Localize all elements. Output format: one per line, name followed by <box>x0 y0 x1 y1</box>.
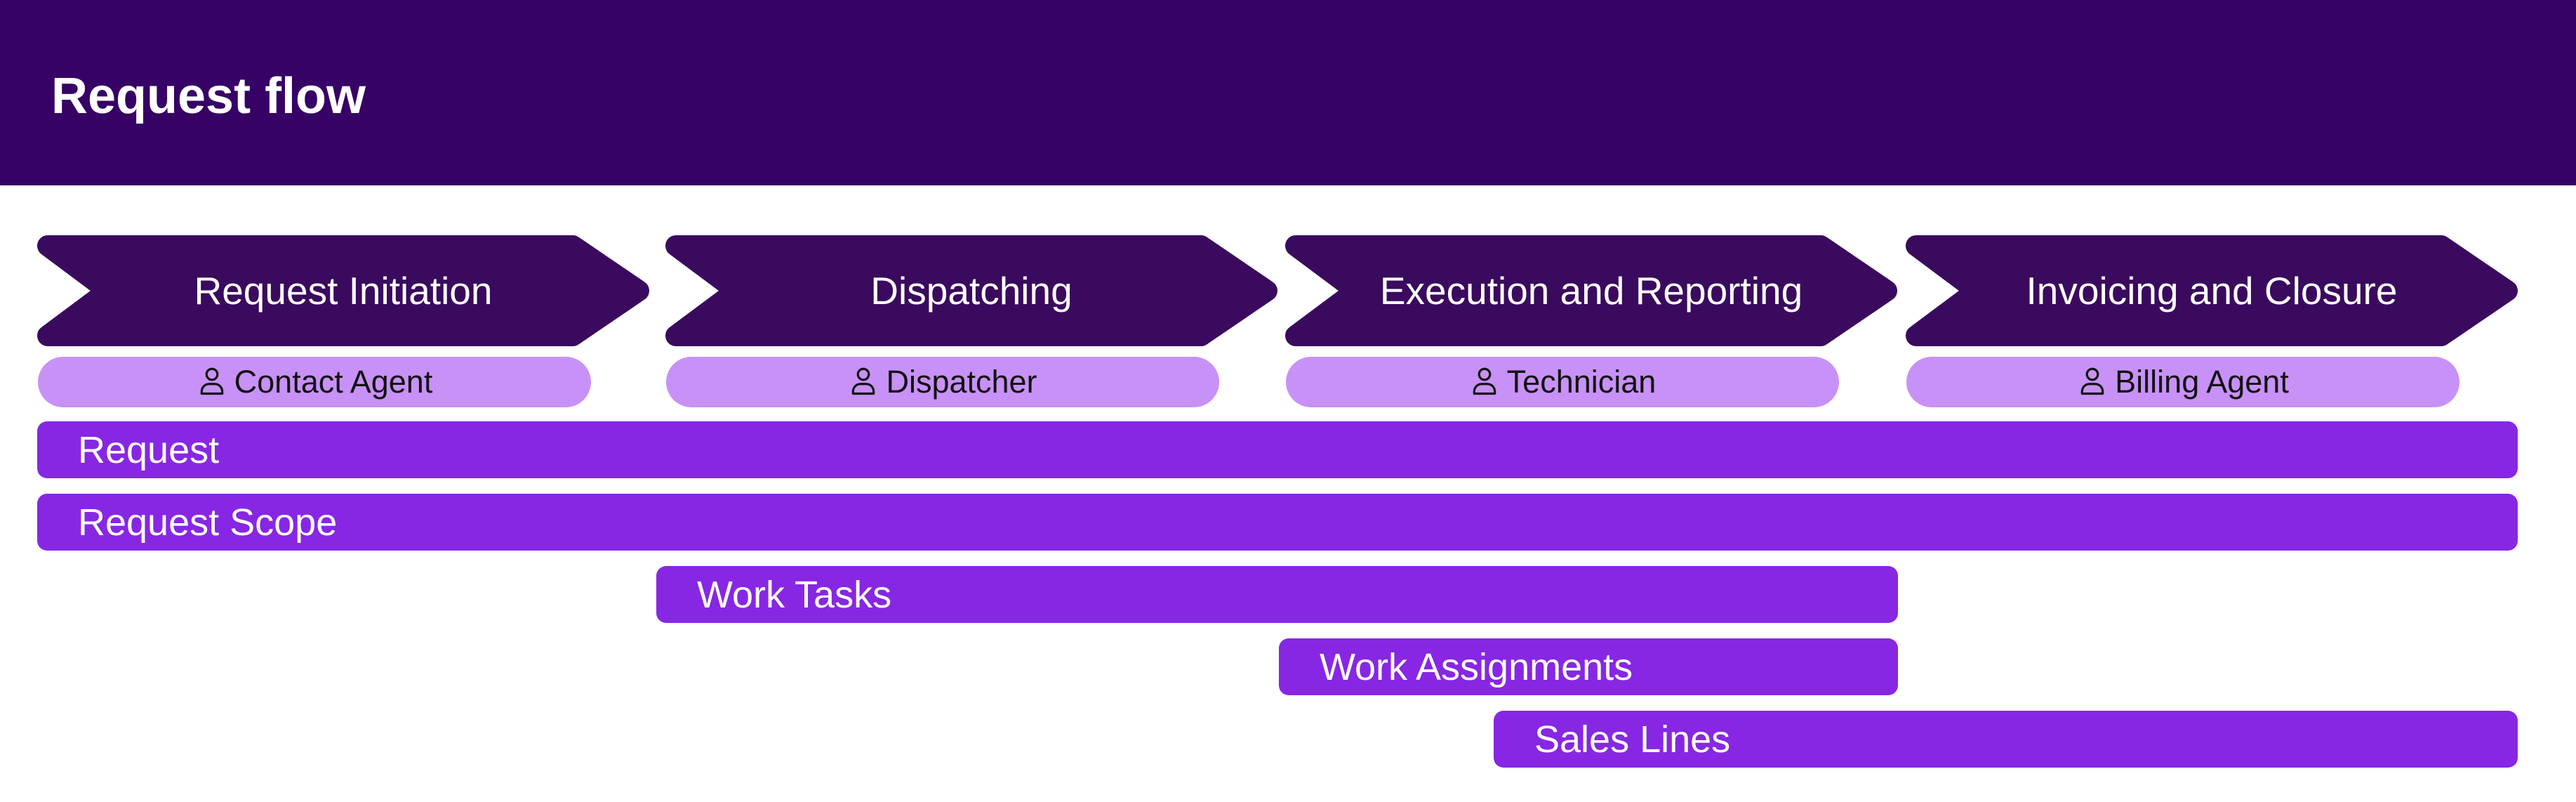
bar-request: Request <box>37 421 2518 478</box>
chevron-arrow-shape <box>1906 235 2518 346</box>
role-label: Technician <box>1506 364 1657 400</box>
role-pill-billing-agent: Billing Agent <box>1906 357 2459 407</box>
person-icon <box>200 367 223 395</box>
role-pill-dispatcher: Dispatcher <box>666 357 1219 407</box>
stage-dispatching: Dispatching <box>665 235 1277 346</box>
person-icon <box>1473 367 1496 395</box>
chevron-arrow-shape <box>665 235 1277 346</box>
bar-label: Request Scope <box>78 501 338 544</box>
stage-execution-and-reporting: Execution and Reporting <box>1285 235 1897 346</box>
stage-invoicing-and-closure: Invoicing and Closure <box>1906 235 2518 346</box>
bar-sales-lines: Sales Lines <box>1494 711 2518 768</box>
role-label: Dispatcher <box>886 364 1037 400</box>
stage-request-initiation: Request Initiation <box>37 235 649 346</box>
bar-label: Work Tasks <box>697 573 892 616</box>
chevron-arrow-shape <box>1285 235 1897 346</box>
person-icon <box>2080 367 2104 395</box>
bar-label: Request <box>78 428 220 471</box>
stage-label: Dispatching <box>870 269 1073 313</box>
header-banner: Request flow <box>0 0 2576 185</box>
role-label: Contact Agent <box>234 364 433 400</box>
role-label: Billing Agent <box>2115 364 2289 400</box>
chevron-arrow-shape <box>37 235 649 346</box>
bar-work-assignments: Work Assignments <box>1279 638 1898 695</box>
role-pill-technician: Technician <box>1286 357 1839 407</box>
bar-label: Sales Lines <box>1534 718 1731 761</box>
bar-request-scope: Request Scope <box>37 494 2518 551</box>
person-icon <box>852 367 875 395</box>
bar-work-tasks: Work Tasks <box>656 566 1898 623</box>
bar-label: Work Assignments <box>1320 645 1633 688</box>
stage-label: Execution and Reporting <box>1379 269 1803 313</box>
stage-label: Invoicing and Closure <box>2026 269 2398 313</box>
stage-label: Request Initiation <box>194 269 493 313</box>
page-title: Request flow <box>51 68 366 124</box>
role-pill-contact-agent: Contact Agent <box>38 357 591 407</box>
